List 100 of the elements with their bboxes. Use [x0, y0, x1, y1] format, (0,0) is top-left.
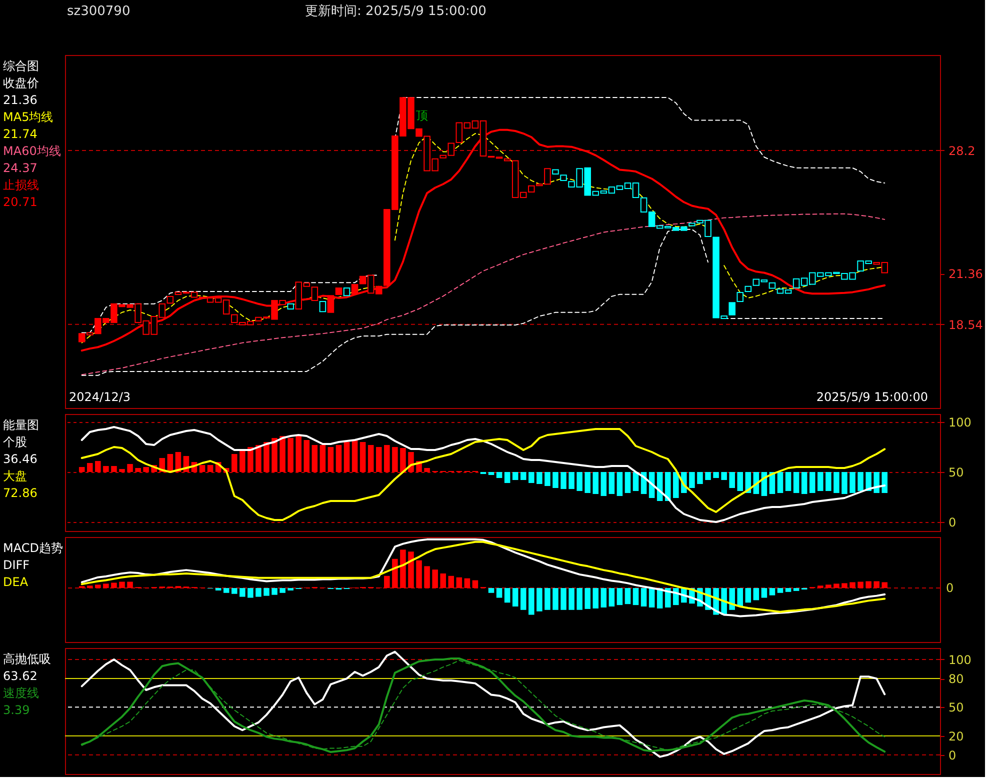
bar: [777, 588, 784, 593]
text: 收盘价: [3, 76, 39, 90]
candlestick: [351, 284, 358, 294]
bar: [288, 438, 294, 472]
bar: [119, 469, 125, 472]
bar: [376, 447, 382, 472]
bar: [207, 465, 214, 472]
text: 3.39: [3, 703, 30, 717]
bar: [640, 588, 647, 607]
bar: [400, 448, 406, 472]
bar: [576, 588, 582, 610]
annotation: 2024/12/3: [69, 390, 131, 404]
bar: [496, 472, 502, 478]
bar: [673, 472, 679, 498]
bar: [801, 472, 808, 494]
text: DEA: [3, 575, 29, 589]
bar: [769, 588, 776, 596]
bar: [737, 588, 744, 607]
bar: [608, 472, 615, 494]
bar: [600, 472, 607, 496]
bar: [360, 442, 366, 472]
y-tick-label: 20: [948, 729, 964, 744]
candlestick: [319, 301, 326, 312]
text: 63.62: [3, 669, 38, 683]
annotation: 2025/5/9 15:00:00: [816, 390, 928, 404]
bar: [103, 466, 109, 472]
bar: [199, 465, 206, 472]
bar: [248, 588, 254, 598]
y-tick-label: 100: [948, 416, 972, 430]
bar: [464, 578, 470, 588]
bar: [552, 472, 558, 488]
bar: [882, 472, 888, 493]
bar: [536, 588, 542, 612]
text: 高抛低吸: [3, 652, 51, 666]
bar: [592, 472, 599, 494]
bar: [416, 560, 422, 588]
bar: [560, 472, 566, 489]
candlestick: [327, 295, 334, 313]
bar: [729, 472, 735, 488]
bar: [584, 588, 590, 609]
bar: [240, 450, 246, 472]
bar: [127, 464, 133, 472]
candlestick: [728, 302, 736, 316]
bar: [785, 472, 792, 491]
text: 36.46: [3, 452, 38, 466]
bar: [320, 445, 326, 472]
bar: [624, 588, 631, 604]
bar: [826, 584, 832, 588]
bar: [624, 472, 631, 493]
bar: [328, 447, 334, 472]
bar: [496, 588, 502, 598]
bar: [697, 472, 703, 484]
bar: [368, 445, 374, 472]
bar: [95, 461, 101, 472]
bar: [424, 566, 430, 588]
bar: [400, 550, 406, 588]
bar: [850, 582, 856, 588]
candlestick: [736, 292, 744, 302]
text: 20.71: [3, 195, 38, 209]
bar: [240, 588, 246, 597]
y-tick-label: 0: [948, 516, 956, 530]
bar: [352, 440, 358, 472]
bar: [818, 586, 824, 588]
bar: [512, 472, 518, 480]
bar: [256, 588, 262, 597]
text: 大盘: [3, 469, 27, 483]
y-tick-label: 100: [948, 652, 972, 667]
bar: [264, 588, 270, 596]
bar: [488, 588, 494, 593]
bar: [504, 588, 510, 603]
bar: [568, 588, 574, 610]
bar: [384, 445, 390, 472]
bar: [280, 436, 286, 472]
text: MA5均线: [3, 110, 54, 124]
bar: [826, 472, 832, 491]
bar: [874, 581, 880, 588]
y-tick-label: 80: [948, 672, 964, 686]
bar: [312, 445, 318, 472]
text: 21.36: [3, 93, 38, 107]
bar: [296, 436, 302, 472]
bar: [392, 447, 398, 472]
y-tick-label: 50: [948, 700, 964, 715]
annotation: 顶: [416, 108, 428, 122]
y-tick-label: 50: [948, 466, 964, 480]
bar: [552, 588, 558, 610]
bar: [834, 472, 840, 493]
bar: [608, 588, 615, 607]
bar: [834, 584, 840, 588]
bar: [223, 588, 230, 593]
bar: [384, 576, 390, 588]
bar: [472, 580, 478, 588]
y-tick-label: 21.36: [948, 267, 983, 282]
bar: [616, 588, 623, 606]
bar: [504, 472, 510, 483]
chart-subtitle: 更新时间: 2025/5/9 15:00:00: [305, 4, 486, 19]
bar: [874, 472, 880, 493]
bar: [689, 472, 695, 488]
bar: [592, 588, 599, 608]
bar: [336, 445, 342, 472]
bar: [528, 472, 534, 483]
